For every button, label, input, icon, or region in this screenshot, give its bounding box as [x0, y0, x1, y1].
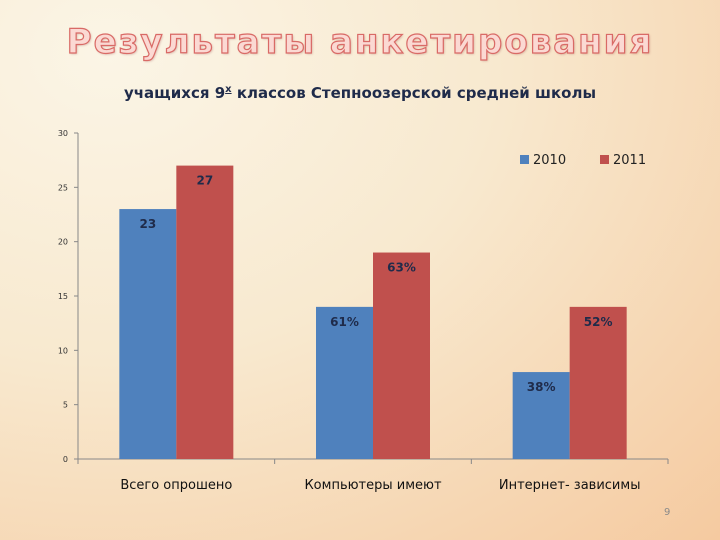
page-number: 9 — [664, 507, 671, 518]
y-tick-label: 15 — [58, 292, 68, 301]
category-label: Всего опрошено — [120, 478, 232, 493]
legend-swatch-2010 — [520, 155, 529, 164]
slide-subtitle: учащихся 9х классов Степноозерской средн… — [0, 84, 720, 102]
bar-2011-2 — [373, 252, 430, 459]
y-tick-label: 20 — [58, 238, 68, 247]
y-tick-label: 25 — [58, 183, 68, 192]
data-label: 52% — [584, 315, 613, 329]
legend-swatch-2011 — [600, 155, 609, 164]
data-label: 27 — [196, 174, 213, 188]
data-label: 61% — [330, 315, 359, 329]
data-label: 23 — [139, 217, 156, 231]
y-tick-label: 30 — [58, 129, 68, 138]
subtitle-text-pre: учащихся 9 — [123, 84, 226, 102]
subtitle-text-post: классов Степноозерской средней школы — [231, 84, 597, 102]
bar-2011-3 — [569, 306, 627, 459]
category-label: Компьютеры имеют — [304, 478, 442, 493]
slide-title: Результаты анкетирования — [66, 21, 654, 62]
category-label: Интернет- зависимы — [499, 478, 641, 493]
chart-bars — [119, 165, 627, 459]
data-label: 63% — [387, 261, 416, 275]
legend-entry: 2010 — [533, 153, 566, 168]
bar-2010-1 — [119, 209, 177, 459]
legend-entry: 2011 — [613, 153, 646, 168]
data-label: 38% — [527, 380, 556, 394]
chart-legend: 2010 2011 — [520, 153, 646, 168]
subtitle-superscript: х — [225, 84, 232, 95]
y-tick-label: 5 — [63, 401, 68, 410]
bar-2010-3 — [512, 372, 570, 459]
y-tick-label: 0 — [63, 455, 68, 464]
y-tick-label: 10 — [58, 346, 68, 355]
bar-2011-1 — [176, 165, 234, 459]
chart-labels: 23 27 Всего опрошено 61% 63% Компьютеры имеют… — [120, 174, 640, 493]
bar-2010-2 — [316, 306, 373, 459]
